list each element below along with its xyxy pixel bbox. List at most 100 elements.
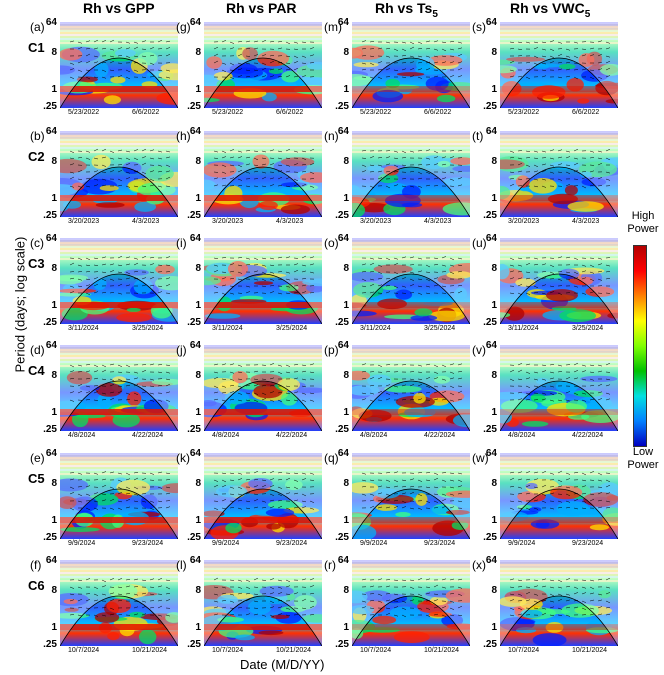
phase-arrow bbox=[125, 398, 131, 401]
phase-arrow bbox=[417, 479, 423, 482]
phase-arrow bbox=[221, 392, 227, 394]
phase-arrow bbox=[377, 376, 383, 380]
phase-arrow bbox=[517, 150, 523, 152]
x-tick-label: 9/9/2024 bbox=[212, 540, 240, 547]
x-tick-label: 10/7/2024 bbox=[508, 647, 540, 654]
phase-arrow bbox=[605, 277, 611, 280]
edge-stripe bbox=[60, 30, 178, 32]
panel-letter: (u) bbox=[472, 236, 487, 250]
phase-arrow bbox=[565, 599, 571, 602]
phase-arrow bbox=[541, 398, 547, 401]
phase-arrow bbox=[597, 398, 603, 401]
phase-arrow bbox=[101, 364, 107, 368]
phase-arrow bbox=[213, 613, 219, 616]
phase-arrow bbox=[393, 271, 399, 275]
phase-arrow bbox=[293, 41, 299, 44]
phase-arrow bbox=[157, 39, 163, 43]
phase-arrow bbox=[213, 157, 219, 159]
phase-arrow bbox=[109, 613, 115, 616]
phase-arrow bbox=[457, 485, 463, 488]
phase-arrow bbox=[589, 364, 595, 367]
phase-arrow bbox=[401, 68, 407, 71]
power-blob bbox=[404, 407, 436, 418]
phase-arrow bbox=[401, 364, 407, 366]
phase-arrow bbox=[581, 479, 587, 482]
y-tick-label: 1 bbox=[195, 300, 201, 311]
phase-arrow bbox=[165, 47, 171, 50]
wavelet-coherence-panel bbox=[60, 131, 178, 217]
phase-arrow bbox=[149, 385, 155, 387]
phase-arrow bbox=[557, 593, 563, 596]
phase-arrow bbox=[589, 371, 595, 373]
y-tick-label: 8 bbox=[343, 585, 349, 596]
phase-arrow bbox=[401, 178, 407, 180]
phase-arrow bbox=[457, 53, 463, 57]
phase-arrow bbox=[565, 55, 571, 58]
phase-arrow bbox=[229, 486, 235, 489]
phase-arrow bbox=[589, 599, 595, 602]
phase-arrow bbox=[449, 257, 455, 261]
y-tick-label: .25 bbox=[483, 532, 497, 543]
phase-arrow bbox=[293, 178, 299, 182]
phase-arrow bbox=[253, 392, 259, 395]
phase-arrow bbox=[517, 163, 523, 166]
colorbar-low-label: Low Power bbox=[627, 446, 659, 471]
edge-stripe bbox=[500, 345, 618, 347]
phase-arrow bbox=[541, 277, 547, 280]
power-blob bbox=[279, 284, 299, 292]
phase-arrow bbox=[433, 156, 439, 159]
phase-arrow bbox=[385, 371, 391, 373]
phase-arrow bbox=[93, 157, 99, 160]
diurnal-band bbox=[204, 86, 322, 92]
phase-arrow bbox=[229, 41, 235, 44]
phase-arrow bbox=[133, 593, 139, 596]
phase-arrow bbox=[581, 392, 587, 395]
phase-arrow bbox=[597, 68, 603, 71]
edge-stripe bbox=[60, 38, 178, 40]
phase-arrow bbox=[133, 586, 139, 588]
phase-arrow bbox=[269, 257, 275, 260]
phase-arrow bbox=[109, 498, 115, 502]
y-tick-label: .25 bbox=[187, 317, 201, 328]
phase-arrow bbox=[149, 47, 155, 50]
edge-stripe bbox=[60, 242, 178, 244]
phase-arrow bbox=[237, 156, 243, 159]
phase-arrow bbox=[425, 614, 431, 617]
edge-stripe bbox=[500, 457, 618, 459]
phase-arrow bbox=[85, 150, 91, 153]
phase-arrow bbox=[85, 264, 91, 267]
phase-arrow bbox=[433, 61, 439, 64]
phase-arrow bbox=[69, 614, 75, 616]
phase-arrow bbox=[597, 150, 603, 153]
phase-arrow bbox=[253, 170, 259, 173]
phase-arrow bbox=[109, 55, 115, 58]
phase-arrow bbox=[449, 486, 455, 489]
phase-arrow bbox=[77, 69, 83, 72]
phase-arrow bbox=[541, 292, 547, 295]
y-tick-label: 1 bbox=[51, 84, 57, 95]
phase-arrow bbox=[285, 62, 291, 64]
phase-arrow bbox=[69, 157, 75, 160]
phase-arrow bbox=[549, 264, 555, 268]
phase-arrow bbox=[117, 599, 123, 602]
phase-arrow bbox=[157, 614, 163, 617]
column-title: Rh vs PAR bbox=[226, 0, 297, 16]
phase-arrow bbox=[261, 472, 267, 474]
phase-arrow bbox=[285, 392, 291, 395]
phase-arrow bbox=[417, 577, 423, 581]
cone-of-influence-outline bbox=[352, 380, 470, 431]
phase-arrow bbox=[533, 600, 539, 603]
cone-of-influence bbox=[204, 560, 322, 646]
phase-arrow bbox=[541, 271, 547, 273]
diurnal-band bbox=[352, 624, 470, 630]
phase-arrow bbox=[401, 398, 407, 401]
phase-arrow bbox=[597, 391, 603, 394]
column-title: Rh vs Ts5 bbox=[375, 0, 438, 20]
phase-arrow bbox=[557, 292, 563, 295]
edge-stripe bbox=[352, 361, 470, 363]
phase-arrow bbox=[517, 471, 523, 474]
phase-arrow bbox=[245, 62, 251, 65]
phase-arrow bbox=[417, 507, 423, 510]
phase-arrow bbox=[433, 584, 439, 588]
phase-arrow bbox=[377, 390, 383, 394]
